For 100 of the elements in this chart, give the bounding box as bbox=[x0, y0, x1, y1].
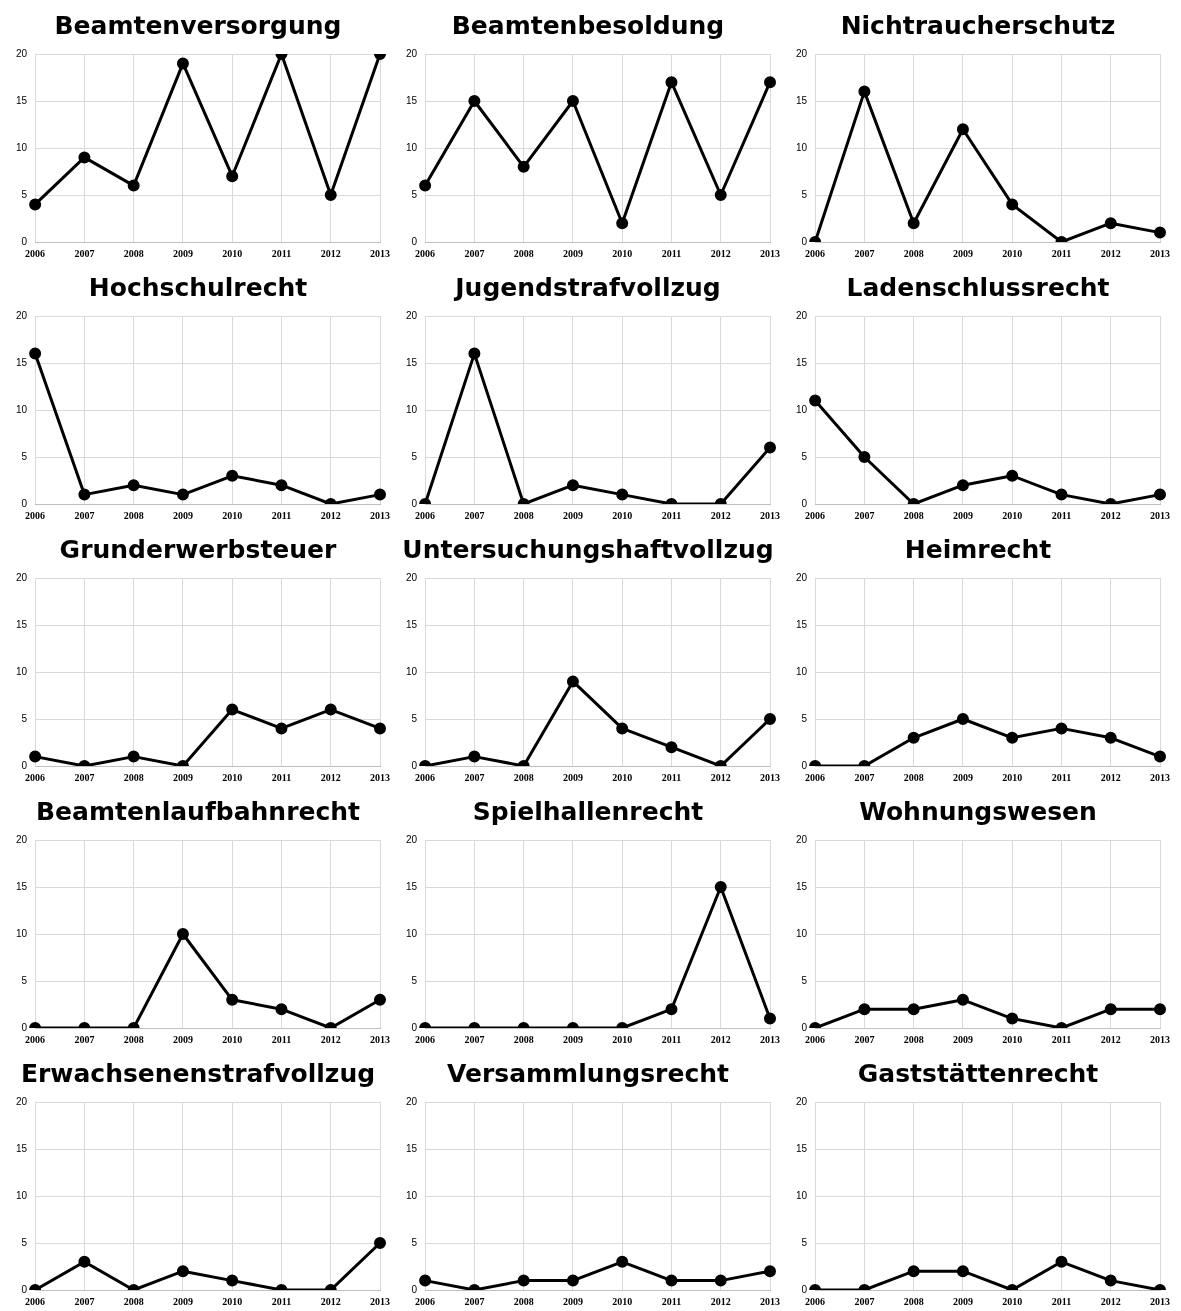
point bbox=[714, 1274, 727, 1287]
point bbox=[29, 347, 42, 360]
x-tick-label: 2009 bbox=[952, 247, 973, 259]
y-tick-label: 5 bbox=[21, 450, 28, 462]
point bbox=[374, 488, 386, 501]
y-tick-label: 10 bbox=[16, 403, 28, 415]
x-tick-label: 2008 bbox=[123, 247, 144, 259]
point bbox=[226, 993, 239, 1006]
x-tick-label: 2013 bbox=[760, 509, 780, 521]
x-tick-label: 2007 bbox=[854, 1033, 875, 1045]
y-tick-label: 0 bbox=[411, 1021, 418, 1033]
point bbox=[1006, 469, 1019, 482]
y-tick-label: 10 bbox=[796, 665, 808, 677]
x-tick-label: 2007 bbox=[854, 247, 875, 259]
x-tick-label: 2010 bbox=[1002, 1295, 1023, 1307]
point bbox=[226, 170, 239, 183]
x-tick-label: 2007 bbox=[854, 771, 875, 783]
x-tick-label: 2013 bbox=[370, 1033, 390, 1045]
point bbox=[517, 1274, 530, 1287]
x-tick-label: 2013 bbox=[1150, 771, 1170, 783]
chart-title: Nichtraucherschutz bbox=[840, 10, 1116, 40]
x-tick-label: 2012 bbox=[710, 771, 731, 783]
x-tick-label: 2011 bbox=[271, 771, 292, 783]
y-tick-label: 0 bbox=[21, 1021, 28, 1033]
y-tick-label: 20 bbox=[16, 309, 28, 321]
point bbox=[764, 1265, 776, 1278]
y-tick-label: 20 bbox=[406, 47, 418, 59]
point bbox=[127, 750, 140, 763]
x-tick-label: 2010 bbox=[222, 1033, 243, 1045]
y-tick-label: 20 bbox=[16, 1095, 28, 1107]
x-tick-label: 2006 bbox=[25, 1295, 46, 1307]
y-tick-label: 20 bbox=[796, 1095, 808, 1107]
y-tick-label: 15 bbox=[406, 618, 418, 630]
point bbox=[324, 703, 337, 716]
point bbox=[419, 1274, 432, 1287]
x-tick-label: 2009 bbox=[562, 509, 583, 521]
chart-title: Gaststättenrecht bbox=[857, 1058, 1099, 1088]
y-tick-label: 15 bbox=[796, 94, 808, 106]
x-tick-label: 2010 bbox=[612, 1295, 633, 1307]
y-tick-label: 15 bbox=[16, 356, 28, 368]
x-tick-label: 2012 bbox=[320, 1295, 341, 1307]
x-tick-label: 2012 bbox=[1100, 1295, 1121, 1307]
point bbox=[324, 189, 337, 201]
x-tick-label: 2007 bbox=[464, 1033, 485, 1045]
x-tick-label: 2012 bbox=[1100, 247, 1121, 259]
x-tick-label: 2011 bbox=[661, 1295, 682, 1307]
x-tick-label: 2013 bbox=[760, 247, 780, 259]
point bbox=[858, 451, 871, 463]
point bbox=[374, 722, 386, 735]
x-tick-label: 2006 bbox=[805, 247, 826, 259]
x-tick-label: 2012 bbox=[1100, 771, 1121, 783]
x-tick-label: 2013 bbox=[370, 1295, 390, 1307]
y-tick-label: 15 bbox=[796, 618, 808, 630]
y-tick-label: 5 bbox=[21, 1236, 28, 1248]
y-tick-label: 0 bbox=[411, 1283, 418, 1295]
y-tick-label: 0 bbox=[801, 1283, 808, 1295]
x-tick-label: 2006 bbox=[415, 771, 436, 783]
chart-title: Beamtenversorgung bbox=[54, 10, 342, 40]
x-tick-label: 2009 bbox=[952, 1033, 973, 1045]
y-tick-label: 20 bbox=[796, 833, 808, 845]
x-tick-label: 2009 bbox=[172, 1295, 193, 1307]
x-tick-label: 2013 bbox=[370, 509, 390, 521]
x-tick-label: 2010 bbox=[612, 247, 633, 259]
y-tick-label: 5 bbox=[21, 712, 28, 724]
x-tick-label: 2008 bbox=[513, 771, 534, 783]
x-tick-label: 2009 bbox=[562, 1295, 583, 1307]
point bbox=[468, 347, 481, 360]
x-tick-label: 2008 bbox=[903, 771, 924, 783]
y-tick-label: 0 bbox=[21, 759, 28, 771]
x-tick-label: 2010 bbox=[1002, 247, 1023, 259]
x-tick-label: 2008 bbox=[123, 1295, 144, 1307]
y-tick-label: 5 bbox=[801, 1236, 808, 1248]
point bbox=[127, 179, 140, 192]
y-tick-label: 15 bbox=[406, 1142, 418, 1154]
point bbox=[468, 95, 481, 107]
point bbox=[566, 95, 579, 107]
y-tick-label: 10 bbox=[796, 927, 808, 939]
x-tick-label: 2006 bbox=[25, 247, 46, 259]
x-tick-label: 2012 bbox=[710, 509, 731, 521]
y-tick-label: 5 bbox=[801, 450, 808, 462]
x-tick-label: 2007 bbox=[74, 1295, 95, 1307]
x-tick-label: 2009 bbox=[952, 1295, 973, 1307]
chart-title: Erwachsenenstrafvollzug bbox=[20, 1058, 376, 1088]
y-tick-label: 0 bbox=[411, 759, 418, 771]
x-tick-label: 2006 bbox=[25, 771, 46, 783]
x-tick-label: 2011 bbox=[661, 771, 682, 783]
x-tick-label: 2010 bbox=[222, 509, 243, 521]
x-tick-label: 2013 bbox=[370, 247, 390, 259]
y-tick-label: 0 bbox=[801, 759, 808, 771]
chart-title: Versammlungsrecht bbox=[447, 1058, 729, 1088]
x-tick-label: 2010 bbox=[612, 1033, 633, 1045]
chart-title: Untersuchungshaftvollzug bbox=[402, 534, 774, 564]
y-tick-label: 10 bbox=[406, 403, 418, 415]
x-tick-label: 2007 bbox=[854, 509, 875, 521]
x-tick-label: 2009 bbox=[562, 1033, 583, 1045]
x-tick-label: 2006 bbox=[805, 1295, 826, 1307]
point bbox=[1154, 226, 1166, 239]
x-tick-label: 2011 bbox=[661, 1033, 682, 1045]
chart-title: Hochschulrecht bbox=[88, 272, 308, 302]
x-tick-label: 2012 bbox=[710, 1033, 731, 1045]
